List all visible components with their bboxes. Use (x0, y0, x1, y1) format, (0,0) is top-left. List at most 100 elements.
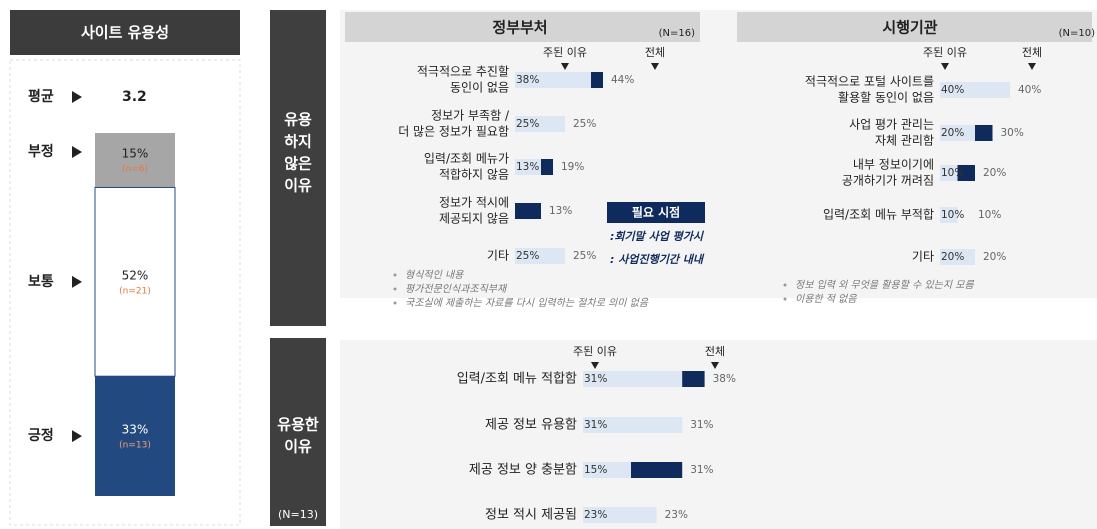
main-value: 10% (941, 209, 964, 221)
row-label: 공개하기가 꺼려짐 (842, 174, 934, 188)
useful-side (270, 338, 326, 526)
arrow (72, 91, 82, 103)
total-value: 25% (573, 118, 596, 130)
gov-header (345, 12, 700, 42)
main-bar (940, 125, 975, 141)
bullet (393, 287, 397, 291)
main-value: 23% (584, 509, 607, 521)
row-label: 적합하지 않음 (439, 168, 509, 182)
row-label: 적극적으로 포털 사이트를 (805, 75, 934, 89)
main-value: 10% (941, 167, 964, 179)
main-value: 31% (584, 419, 607, 431)
agency-title: 시행기관 (882, 19, 937, 37)
bullet (393, 301, 397, 305)
main-bar (515, 248, 565, 264)
note: 형식적인 내용 (405, 269, 464, 281)
agency-n: (N=10) (1059, 28, 1095, 39)
segment-label: 긍정 (28, 427, 54, 444)
main-header: 주된 이유 (543, 46, 587, 59)
main-bar (940, 207, 958, 223)
row-label: 입력/조회 메뉴 적합함 (457, 372, 577, 387)
row-label: 더 많은 정보가 필요함 (398, 125, 509, 139)
main-bar (515, 116, 565, 132)
arrow (711, 362, 719, 369)
total-value: 31% (690, 419, 713, 431)
row-label: 내부 정보이기에 (853, 158, 934, 172)
total-value: 23% (665, 509, 688, 521)
total-bar (631, 462, 683, 478)
row-label: 입력/조회 메뉴 부적합 (823, 208, 934, 222)
note: 평가전문인식과조직부재 (405, 283, 508, 295)
row-label: 정보가 적시에 (439, 196, 509, 210)
arrow (561, 63, 569, 70)
segment (95, 133, 175, 188)
row-label: 기타 (912, 250, 934, 264)
main-value: 13% (516, 161, 539, 173)
side-label: 않은 (284, 155, 312, 173)
total-bar (591, 72, 603, 88)
row-label: 제공 정보 양 충분함 (469, 463, 577, 478)
callout-box (607, 202, 705, 223)
bullet (783, 283, 787, 287)
arrow (72, 430, 82, 443)
segment-label: 보통 (28, 274, 54, 290)
useful-n: (N=13) (278, 508, 318, 521)
usability-title: 사이트 유용성 (81, 24, 169, 42)
total-value: 31% (690, 464, 713, 476)
arrow (591, 362, 599, 369)
row-label: 활용할 동인이 없음 (838, 91, 934, 105)
main-bar (940, 249, 975, 265)
useful-panel (340, 340, 1097, 529)
note: 국조실에 제출하는 자료를 다시 입력하는 절차로 의미 없음 (405, 297, 649, 309)
row-label: 제공 정보 유용함 (485, 418, 577, 433)
side-label: 하지 (284, 133, 312, 151)
average-label: 평균 (28, 88, 54, 105)
main-header: 주된 이유 (923, 46, 967, 59)
not-useful-side (270, 10, 326, 326)
callout-item: : 사업진행기간 내내 (610, 253, 705, 266)
total-value: 40% (1018, 84, 1041, 96)
main-value: 15% (584, 464, 607, 476)
main-value: 25% (516, 118, 539, 130)
gov-n: (N=16) (659, 28, 695, 39)
segment-n: (n=13) (119, 441, 151, 451)
side-label: 이유 (284, 438, 312, 456)
segment-n: (n=21) (119, 286, 151, 296)
total-bar (957, 165, 975, 181)
segment-value: 33% (122, 423, 149, 437)
main-bar (583, 462, 631, 478)
callout-title: 필요 시점 (632, 205, 680, 220)
row-label: 사업 평가 관리는 (849, 118, 934, 132)
total-header: 전체 (1022, 46, 1042, 59)
total-bar (682, 371, 705, 387)
arrow (1028, 63, 1036, 70)
total-value: 25% (573, 250, 596, 262)
usability-header (10, 10, 240, 55)
main-bar (515, 159, 541, 175)
side-label: 유용한 (277, 416, 319, 434)
segment-value: 15% (122, 147, 149, 161)
total-bar (975, 125, 993, 141)
total-bar (515, 203, 541, 219)
arrow (941, 63, 949, 70)
row-label: 정보 적시 제공됨 (485, 508, 577, 523)
total-value: 13% (549, 205, 572, 217)
note: 정보 입력 외 무엇을 활용할 수 있는지 모름 (795, 279, 974, 291)
total-value: 10% (978, 209, 1001, 221)
total-value: 38% (713, 373, 736, 385)
total-value: 19% (561, 161, 584, 173)
arrow (72, 146, 82, 158)
main-value: 31% (584, 373, 607, 385)
total-bar (541, 159, 553, 175)
row-label: 기타 (487, 249, 509, 263)
row-label: 입력/조회 메뉴가 (424, 152, 509, 166)
main-bar (583, 507, 657, 523)
row-label: 제공되지 않음 (439, 212, 509, 226)
main-value: 20% (941, 251, 964, 263)
segment (94, 186, 176, 377)
main-bar (940, 82, 1010, 98)
main-bar (583, 371, 683, 387)
bullet (783, 297, 787, 301)
bullet (393, 273, 397, 277)
main-value: 20% (941, 127, 964, 139)
